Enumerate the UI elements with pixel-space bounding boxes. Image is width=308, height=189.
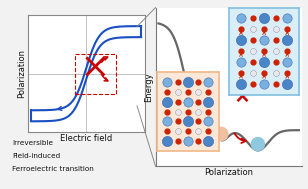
Point	[185, 140, 190, 143]
Point	[250, 17, 255, 20]
Point	[206, 120, 211, 123]
Point	[285, 17, 290, 20]
Point	[175, 120, 180, 123]
Point	[262, 39, 267, 42]
Point	[185, 100, 190, 103]
Point	[238, 39, 243, 42]
Point	[196, 80, 201, 83]
Point	[273, 71, 278, 74]
Point	[185, 120, 190, 123]
Point	[165, 120, 170, 123]
Point	[165, 100, 170, 103]
Point	[219, 132, 224, 135]
Point	[165, 80, 170, 83]
Point	[238, 82, 243, 85]
Point	[285, 71, 290, 74]
Point	[175, 100, 180, 103]
Point	[262, 60, 267, 64]
Point	[238, 17, 243, 20]
Point	[165, 110, 170, 113]
Point	[250, 28, 255, 31]
Point	[262, 17, 267, 20]
Point	[285, 28, 290, 31]
Point	[185, 80, 190, 83]
Point	[273, 50, 278, 53]
Point	[206, 140, 211, 143]
Point	[262, 28, 267, 31]
Point	[196, 90, 201, 93]
Point	[196, 100, 201, 103]
Text: Field-induced: Field-induced	[12, 153, 61, 159]
Point	[250, 60, 255, 64]
Point	[273, 82, 278, 85]
Point	[273, 28, 278, 31]
Point	[165, 130, 170, 133]
Point	[206, 110, 211, 113]
Point	[262, 82, 267, 85]
Point	[165, 90, 170, 93]
Point	[175, 80, 180, 83]
Point	[255, 143, 260, 146]
Point	[285, 60, 290, 64]
X-axis label: Electric field: Electric field	[60, 134, 112, 143]
Point	[238, 28, 243, 31]
Point	[273, 39, 278, 42]
Point	[185, 130, 190, 133]
Point	[238, 60, 243, 64]
Point	[175, 90, 180, 93]
Bar	[75, 53, 116, 94]
Point	[238, 71, 243, 74]
Point	[185, 110, 190, 113]
Point	[185, 90, 190, 93]
Point	[196, 130, 201, 133]
X-axis label: Polarization: Polarization	[204, 168, 253, 177]
Point	[250, 82, 255, 85]
Point	[285, 50, 290, 53]
Point	[175, 140, 180, 143]
Point	[196, 140, 201, 143]
Point	[206, 130, 211, 133]
Point	[175, 110, 180, 113]
Point	[262, 50, 267, 53]
Point	[175, 130, 180, 133]
Point	[273, 60, 278, 64]
Point	[206, 100, 211, 103]
Text: Irreversible: Irreversible	[12, 140, 53, 146]
Point	[196, 120, 201, 123]
Point	[206, 90, 211, 93]
Point	[250, 71, 255, 74]
Point	[273, 17, 278, 20]
Point	[285, 82, 290, 85]
Point	[206, 80, 211, 83]
Point	[262, 71, 267, 74]
Point	[165, 140, 170, 143]
Text: Ferroelectric transition: Ferroelectric transition	[12, 166, 94, 172]
Y-axis label: Polarization: Polarization	[17, 49, 26, 98]
Point	[196, 110, 201, 113]
Y-axis label: Energy: Energy	[144, 72, 153, 102]
Point	[250, 39, 255, 42]
Point	[250, 50, 255, 53]
Point	[238, 50, 243, 53]
Point	[285, 39, 290, 42]
